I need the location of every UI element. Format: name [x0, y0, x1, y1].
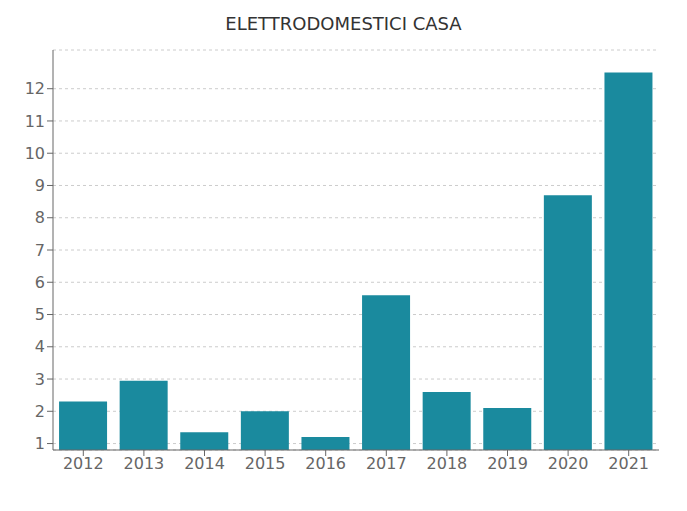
svg-text:2015: 2015 — [245, 454, 286, 473]
html-text:ELETTRODOMESTICI CASA: ELETTRODOMESTICI CASA — [225, 13, 462, 34]
svg-text:6: 6 — [35, 273, 45, 292]
svg-text:5: 5 — [35, 305, 45, 324]
svg-text:12: 12 — [25, 79, 45, 98]
svg-text:2018: 2018 — [427, 454, 468, 473]
svg-text:10: 10 — [25, 144, 45, 163]
svg-text:2013: 2013 — [124, 454, 165, 473]
svg-text:8: 8 — [35, 208, 45, 227]
svg-text:7: 7 — [35, 241, 45, 260]
svg-text:2016: 2016 — [305, 454, 346, 473]
svg-text:9: 9 — [35, 176, 45, 195]
svg-text:1: 1 — [35, 434, 45, 453]
svg-text:2014: 2014 — [184, 454, 225, 473]
svg-text:2012: 2012 — [63, 454, 104, 473]
svg-text:2017: 2017 — [366, 454, 407, 473]
svg-text:2019: 2019 — [487, 454, 528, 473]
svg-text:2020: 2020 — [548, 454, 589, 473]
svg-text:11: 11 — [25, 112, 45, 131]
svg-text:4: 4 — [35, 337, 45, 356]
svg-text:2021: 2021 — [608, 454, 649, 473]
svg-text:3: 3 — [35, 370, 45, 389]
svg-text:2: 2 — [35, 402, 45, 421]
